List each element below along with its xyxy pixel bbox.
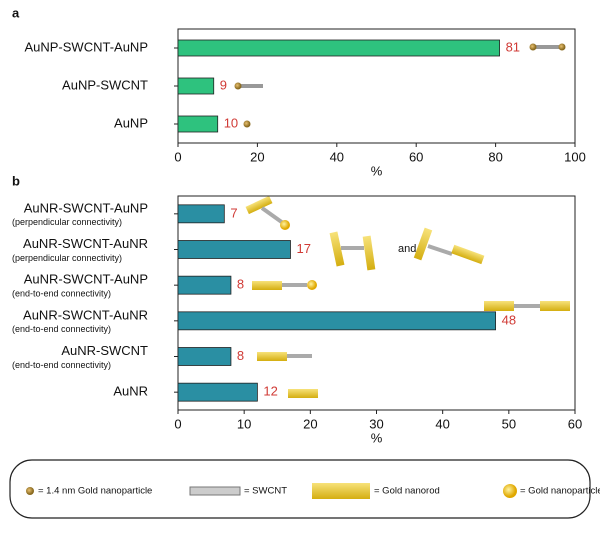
bar	[177, 347, 232, 366]
legend-label: = SWCNT	[244, 486, 287, 497]
y-tick-label: AuNR-SWCNT-AuNP	[24, 272, 148, 287]
x-tick-label: 0	[174, 149, 181, 164]
icons	[9, 43, 591, 519]
panel-label: b	[12, 173, 20, 188]
y-tick-sublabel: (end-to-end connectivity)	[12, 324, 111, 334]
value-label: 7	[230, 205, 237, 220]
plot-frame	[177, 195, 576, 411]
legend-label: = Gold nanorod	[374, 486, 440, 497]
bar	[177, 77, 215, 95]
bar	[177, 115, 219, 133]
y-tick-sublabel: (end-to-end connectivity)	[12, 289, 111, 299]
value-label: 9	[220, 77, 227, 92]
y-tick-sublabel: (perpendicular connectivity)	[12, 217, 122, 227]
bar	[177, 204, 225, 224]
y-tick-label: AuNR	[113, 384, 148, 399]
value-label: 12	[263, 384, 277, 399]
value-label: 8	[237, 348, 244, 363]
x-tick-label: 40	[330, 149, 344, 164]
x-tick-label: 10	[237, 416, 251, 431]
x-tick-label: 60	[409, 149, 423, 164]
x-tick-label: 80	[488, 149, 502, 164]
y-tick-sublabel: (perpendicular connectivity)	[12, 253, 122, 263]
x-axis-label: %	[371, 163, 383, 178]
x-tick-label: 60	[568, 416, 582, 431]
y-tick-label: AuNP-SWCNT-AuNP	[24, 39, 148, 54]
bar	[177, 39, 500, 57]
bar	[177, 382, 258, 402]
x-axis-label: %	[371, 430, 383, 445]
y-tick-label: AuNR-SWCNT-AuNR	[23, 236, 148, 251]
x-tick-label: 100	[564, 149, 586, 164]
annotation: and	[398, 243, 416, 255]
value-label: 48	[502, 312, 516, 327]
value-label: 8	[237, 277, 244, 292]
y-tick-label: AuNR-SWCNT-AuNP	[24, 200, 148, 215]
x-tick-label: 50	[502, 416, 516, 431]
x-tick-label: 40	[435, 416, 449, 431]
legend-label: = Gold nanoparticle	[520, 486, 600, 497]
bar	[177, 311, 497, 331]
y-tick-sublabel: (end-to-end connectivity)	[12, 360, 111, 370]
x-tick-label: 30	[369, 416, 383, 431]
x-tick-label: 20	[250, 149, 264, 164]
legend-label: = 1.4 nm Gold nanoparticle	[38, 486, 152, 497]
panel-label: a	[12, 5, 20, 20]
bar	[177, 240, 291, 259]
value-label: 10	[224, 115, 238, 130]
y-tick-label: AuNP-SWCNT	[62, 77, 148, 92]
x-tick-label: 20	[303, 416, 317, 431]
bar	[177, 275, 232, 295]
y-tick-label: AuNR-SWCNT-AuNR	[23, 307, 148, 322]
y-tick-label: AuNR-SWCNT	[61, 343, 148, 358]
value-label: 17	[296, 241, 310, 256]
y-tick-label: AuNP	[114, 115, 148, 130]
x-tick-label: 0	[174, 416, 181, 431]
value-label: 81	[506, 39, 520, 54]
